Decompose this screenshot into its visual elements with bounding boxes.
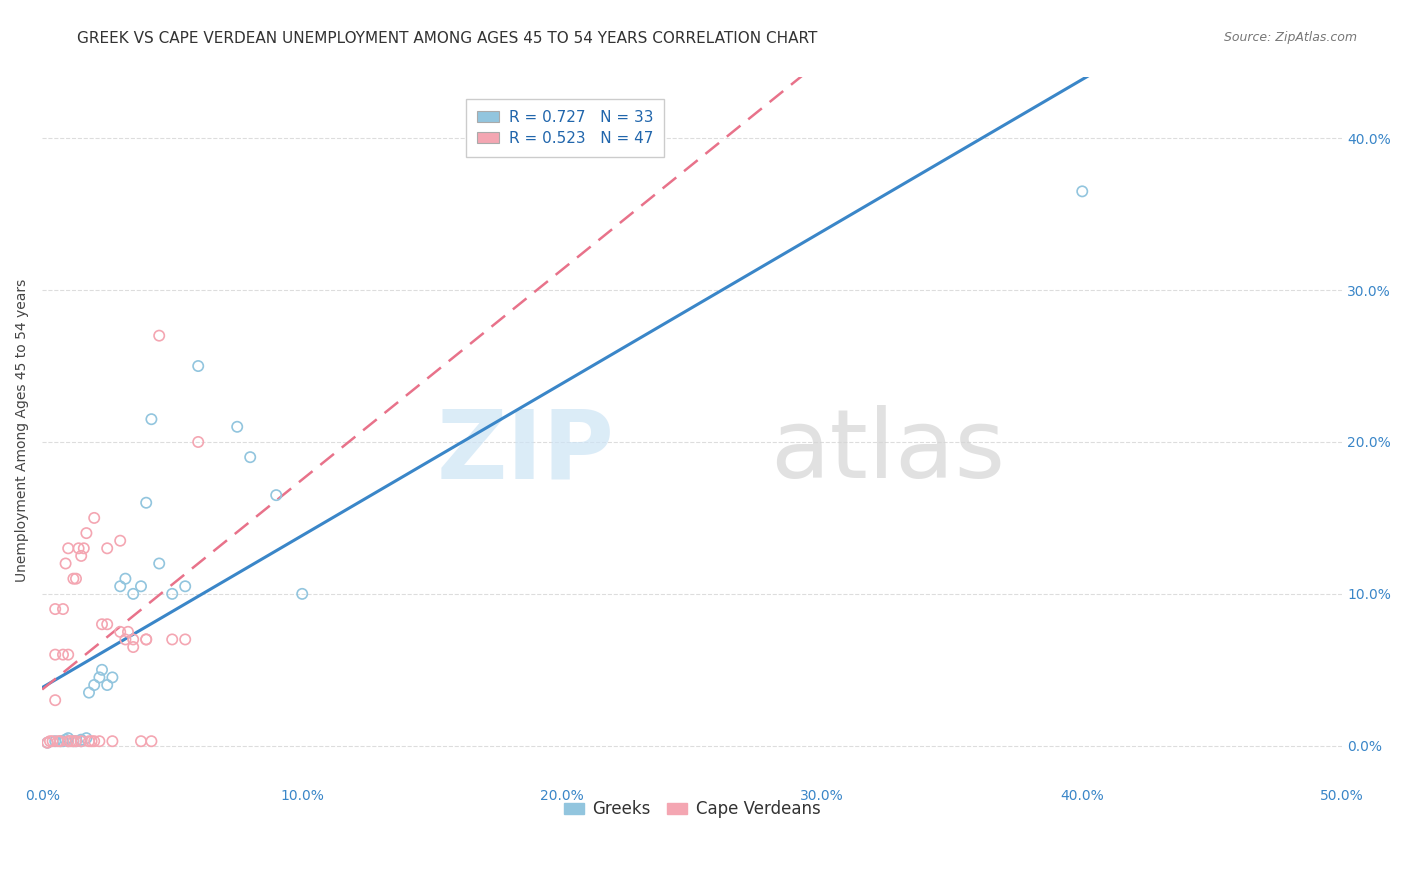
Point [96,541,118,556]
Point [108,579,131,593]
Point [65,734,87,748]
Text: GREEK VS CAPE VERDEAN UNEMPLOYMENT AMONG AGES 45 TO 54 YEARS CORRELATION CHART: GREEK VS CAPE VERDEAN UNEMPLOYMENT AMONG… [77,31,818,46]
Point [44,734,66,748]
Point [83,734,105,748]
Point [77,685,100,699]
Point [83,511,105,525]
Point [39,734,62,748]
Point [160,632,183,647]
Point [148,557,170,571]
Point [44,693,66,707]
Point [67,541,90,556]
Point [96,678,118,692]
Point [58,648,80,662]
Text: atlas: atlas [770,405,1005,499]
Point [46,734,69,748]
Point [37,736,59,750]
Point [65,734,87,748]
Point [41,734,63,748]
Point [77,734,100,748]
Point [62,734,84,748]
Point [135,632,157,647]
Point [135,496,157,510]
Point [122,640,145,654]
Point [129,734,152,748]
Y-axis label: Unemployment Among Ages 45 to 54 years: Unemployment Among Ages 45 to 54 years [15,279,30,582]
Point [58,731,80,746]
Point [174,579,197,593]
Point [187,359,209,373]
Point [135,632,157,647]
Point [37,736,59,750]
Point [239,450,262,465]
Point [62,572,84,586]
Point [52,648,75,662]
Point [73,541,96,556]
Point [52,602,75,616]
Point [70,549,93,563]
Point [58,541,80,556]
Point [101,734,124,748]
Point [122,587,145,601]
Point [65,572,87,586]
Point [122,632,145,647]
Point [129,579,152,593]
Point [44,602,66,616]
Point [70,734,93,748]
Point [89,670,111,684]
Point [49,734,72,748]
Point [264,488,287,502]
Text: ZIP: ZIP [436,405,614,499]
Point [96,617,118,632]
Point [117,624,139,639]
Point [187,434,209,449]
Point [75,526,97,541]
Point [58,734,80,748]
Point [89,734,111,748]
Point [108,533,131,548]
Point [52,734,75,748]
Point [291,587,314,601]
Point [62,734,84,748]
Point [49,734,72,748]
Point [59,734,82,748]
Point [226,419,249,434]
Point [91,617,114,632]
Text: Source: ZipAtlas.com: Source: ZipAtlas.com [1223,31,1357,45]
Point [108,624,131,639]
Point [101,670,124,684]
Point [160,587,183,601]
Point [148,328,170,343]
Point [75,731,97,746]
Point [58,734,80,748]
Point [141,734,163,748]
Point [114,572,136,586]
Point [55,732,77,747]
Point [83,678,105,692]
Point [141,412,163,426]
Point [70,732,93,747]
Point [91,663,114,677]
Legend: Greeks, Cape Verdeans: Greeks, Cape Verdeans [557,794,827,825]
Point [44,648,66,662]
Point [80,734,103,748]
Point [70,734,93,748]
Point [174,632,197,647]
Point [114,632,136,647]
Point [55,557,77,571]
Point [1071,185,1094,199]
